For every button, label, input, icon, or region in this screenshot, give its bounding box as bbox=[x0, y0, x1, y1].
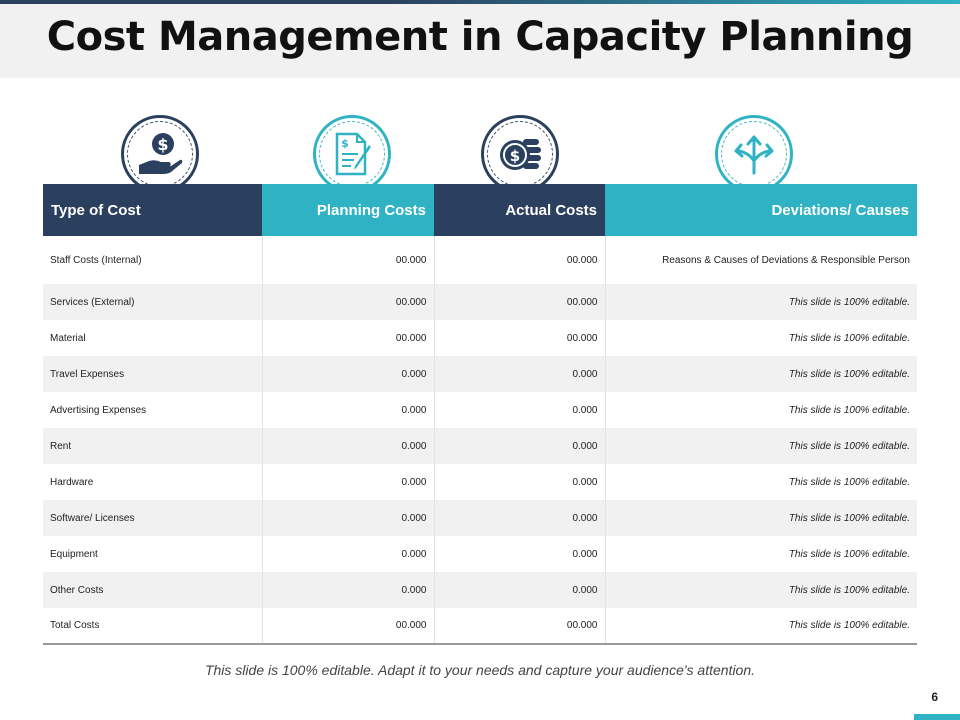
cost-table: Type of Cost Planning Costs Actual Costs… bbox=[43, 184, 917, 645]
actual-cost-cell: 0.000 bbox=[434, 392, 606, 428]
svg-text:$: $ bbox=[157, 135, 168, 154]
cost-type-cell: Services (External) bbox=[43, 284, 263, 320]
deviation-cell: This slide is 100% editable. bbox=[605, 500, 917, 536]
cost-type-cell: Material bbox=[43, 320, 263, 356]
table-header-row: Type of Cost Planning Costs Actual Costs… bbox=[43, 184, 917, 236]
cost-type-cell: Travel Expenses bbox=[43, 356, 263, 392]
table-row-total: Total Costs 00.000 00.000 This slide is … bbox=[43, 608, 917, 645]
table-row: Equipment 0.000 0.000 This slide is 100%… bbox=[43, 536, 917, 572]
deviation-cell: This slide is 100% editable. bbox=[605, 356, 917, 392]
cost-type-cell: Total Costs bbox=[43, 608, 263, 645]
planning-cost-cell: 0.000 bbox=[262, 464, 435, 500]
cost-type-cell: Other Costs bbox=[43, 572, 263, 608]
cost-type-cell: Software/ Licenses bbox=[43, 500, 263, 536]
deviation-cell: This slide is 100% editable. bbox=[605, 428, 917, 464]
actual-cost-cell: 0.000 bbox=[434, 500, 606, 536]
table-row: Software/ Licenses 0.000 0.000 This slid… bbox=[43, 500, 917, 536]
invoice-pen-icon: $ bbox=[313, 115, 391, 193]
cost-type-cell: Advertising Expenses bbox=[43, 392, 263, 428]
deviation-cell: This slide is 100% editable. bbox=[788, 548, 910, 560]
money-hand-icon: $ bbox=[121, 115, 199, 193]
planning-cost-cell: 0.000 bbox=[262, 536, 435, 572]
actual-cost-cell: 0.000 bbox=[434, 572, 606, 608]
header-planning-costs: Planning Costs bbox=[262, 184, 434, 236]
footer-note: This slide is 100% editable. Adapt it to… bbox=[204, 662, 756, 678]
deviation-cell: This slide is 100% editable. bbox=[605, 608, 917, 645]
top-accent-strip bbox=[0, 0, 960, 4]
table-row: Services (External) 00.000 00.000 This s… bbox=[43, 284, 917, 320]
table-row: Advertising Expenses 0.000 0.000 This sl… bbox=[43, 392, 917, 428]
planning-cost-cell: 0.000 bbox=[262, 428, 435, 464]
deviation-cell: Reasons & Causes of Deviations & Respons… bbox=[662, 254, 910, 266]
cost-type-cell: Staff Costs (Internal) bbox=[43, 236, 263, 284]
actual-cost-cell: 00.000 bbox=[434, 608, 606, 645]
planning-cost-cell: 00.000 bbox=[262, 236, 435, 284]
planning-cost-cell: 0.000 bbox=[262, 572, 435, 608]
actual-cost-cell: 0.000 bbox=[434, 428, 606, 464]
header-type-of-cost: Type of Cost bbox=[43, 184, 262, 236]
planning-cost-cell: 00.000 bbox=[262, 608, 435, 645]
actual-cost-cell: 0.000 bbox=[434, 464, 606, 500]
corner-accent-bar bbox=[914, 714, 960, 720]
cost-type-cell: Rent bbox=[43, 428, 263, 464]
actual-cost-cell: 0.000 bbox=[434, 536, 606, 572]
split-arrows-icon bbox=[715, 115, 793, 193]
table-row: Other Costs 0.000 0.000 This slide is 10… bbox=[43, 572, 917, 608]
deviation-cell: This slide is 100% editable. bbox=[788, 404, 910, 416]
cost-type-cell: Equipment bbox=[43, 536, 263, 572]
deviation-cell: This slide is 100% editable. bbox=[788, 332, 910, 344]
planning-cost-cell: 0.000 bbox=[262, 356, 435, 392]
planning-cost-cell: 00.000 bbox=[262, 284, 435, 320]
table-row: Hardware 0.000 0.000 This slide is 100% … bbox=[43, 464, 917, 500]
cost-type-cell: Hardware bbox=[43, 464, 263, 500]
planning-cost-cell: 0.000 bbox=[262, 500, 435, 536]
table-row: Material 00.000 00.000 This slide is 100… bbox=[43, 320, 917, 356]
table-row: Staff Costs (Internal) 00.000 00.000 Rea… bbox=[43, 236, 917, 284]
planning-cost-cell: 0.000 bbox=[262, 392, 435, 428]
actual-cost-cell: 00.000 bbox=[434, 320, 606, 356]
svg-text:$: $ bbox=[510, 147, 520, 165]
svg-text:$: $ bbox=[341, 137, 349, 150]
actual-cost-cell: 0.000 bbox=[434, 356, 606, 392]
deviation-cell: This slide is 100% editable. bbox=[788, 476, 910, 488]
actual-cost-cell: 00.000 bbox=[434, 236, 606, 284]
header-deviations-causes: Deviations/ Causes bbox=[605, 184, 917, 236]
title-band bbox=[0, 4, 960, 78]
slide-title: Cost Management in Capacity Planning bbox=[46, 14, 914, 60]
table-row: Rent 0.000 0.000 This slide is 100% edit… bbox=[43, 428, 917, 464]
deviation-cell: This slide is 100% editable. bbox=[605, 572, 917, 608]
actual-cost-cell: 00.000 bbox=[434, 284, 606, 320]
page-number: 6 bbox=[931, 690, 938, 704]
header-actual-costs: Actual Costs bbox=[434, 184, 605, 236]
planning-cost-cell: 00.000 bbox=[262, 320, 435, 356]
table-row: Travel Expenses 0.000 0.000 This slide i… bbox=[43, 356, 917, 392]
deviation-cell: This slide is 100% editable. bbox=[605, 284, 917, 320]
coin-stack-icon: $ bbox=[481, 115, 559, 193]
